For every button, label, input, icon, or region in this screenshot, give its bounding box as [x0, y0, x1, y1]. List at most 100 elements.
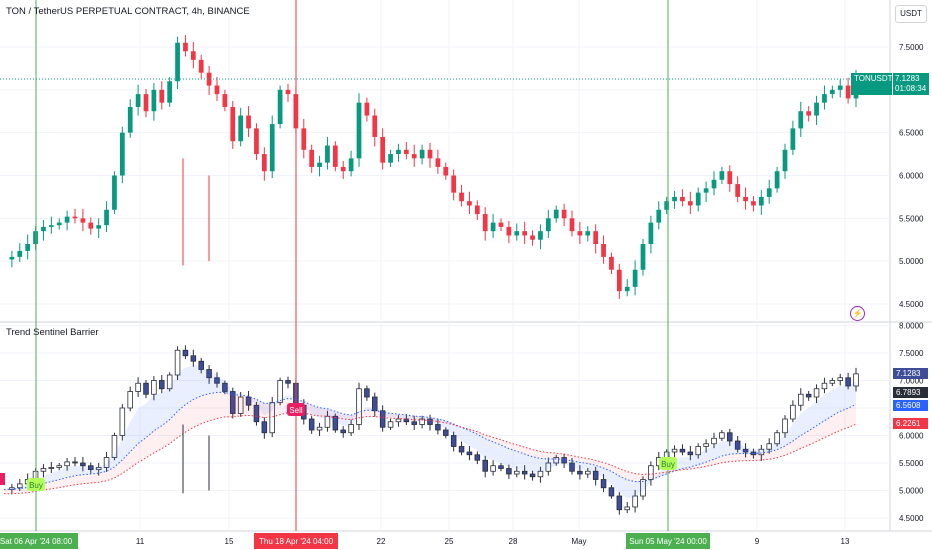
candle-body	[734, 440, 741, 450]
candle-body	[664, 201, 670, 210]
band-line-blue	[3, 391, 857, 490]
price-tick-label: 5.0000	[899, 257, 924, 266]
candle-body	[246, 115, 251, 129]
candle-body	[711, 437, 717, 445]
candle-body	[356, 102, 362, 159]
candle-body	[506, 226, 512, 236]
highlighted-time-label: Thu 18 Apr '24 04:00	[254, 533, 338, 549]
price-tick-label: 5.5000	[899, 214, 924, 223]
candle-body	[813, 388, 820, 398]
candle-body	[64, 216, 70, 223]
candle-body	[372, 115, 378, 137]
last-price-symbol-tag: TONUSDT.P	[851, 73, 899, 95]
indicator-tick-label: 4.5000	[899, 514, 924, 523]
candle-body	[679, 448, 686, 453]
candle-body	[530, 235, 535, 240]
candle-body	[309, 149, 315, 167]
candle-body	[735, 184, 741, 197]
candle-body	[687, 451, 694, 456]
candle-body	[845, 85, 851, 99]
candle-body	[577, 231, 583, 236]
candle-body	[829, 89, 835, 95]
candle-body	[80, 462, 86, 467]
candle-body	[411, 421, 417, 425]
candle-body	[253, 404, 260, 423]
candle-body	[601, 244, 606, 257]
candle-body	[166, 374, 173, 390]
price-tick-label: 4.5000	[899, 300, 924, 309]
price-tick-label: 7.5000	[899, 43, 924, 52]
candle-body	[498, 465, 504, 469]
candle-body	[758, 448, 765, 456]
candle-body	[837, 85, 843, 90]
candle-body	[427, 149, 433, 159]
candle-body	[80, 218, 86, 223]
candle-body	[111, 435, 118, 458]
candle-body	[387, 421, 394, 428]
candle-body	[648, 465, 654, 480]
candle-body	[853, 373, 859, 387]
candle-body	[490, 465, 496, 472]
candle-body	[159, 380, 165, 390]
candle-body	[585, 231, 591, 236]
time-label-bg	[254, 533, 338, 549]
candle-body	[672, 196, 677, 202]
candle-body	[514, 231, 520, 236]
candle-body	[269, 124, 275, 172]
candle-body	[845, 377, 851, 387]
candle-body	[569, 462, 575, 472]
candle-body	[466, 451, 473, 456]
candle-body	[600, 479, 607, 489]
candle-body	[648, 222, 654, 245]
candle-body	[790, 128, 796, 150]
lightning-icon[interactable]: ⚡	[850, 306, 865, 321]
indicator-title[interactable]: Trend Sentinel Barrier	[6, 327, 99, 338]
badge-value: 6.7893	[896, 388, 921, 397]
candle-body	[506, 468, 512, 475]
candle-body	[616, 269, 622, 292]
candle-body	[482, 214, 488, 232]
candle-body	[324, 415, 331, 428]
candle-body	[64, 461, 70, 467]
candle-body	[459, 192, 464, 202]
candle-body	[316, 426, 323, 431]
candle-body	[175, 42, 180, 82]
candle-body	[190, 355, 197, 362]
candle-body	[805, 393, 812, 398]
candle-body	[206, 369, 212, 379]
time-label-text: Thu 18 Apr '24 04:00	[259, 537, 334, 546]
candle-body	[230, 106, 236, 142]
candle-body	[687, 201, 693, 206]
candle-body	[237, 396, 244, 414]
candle-body	[624, 286, 630, 292]
indicator-badge-mid: 6.7893	[893, 387, 928, 398]
candle-body	[214, 377, 220, 384]
candle-body	[806, 111, 812, 116]
candle-body	[332, 415, 339, 431]
candle-body	[285, 380, 291, 384]
candle-body	[119, 407, 126, 436]
candle-body	[151, 89, 157, 112]
currency-button[interactable]: USDT	[895, 5, 927, 23]
candle-body	[379, 410, 386, 428]
signal-bg	[659, 457, 677, 470]
candle-body	[467, 201, 472, 206]
buy-signal-marker: Buy	[659, 457, 677, 470]
candle-body	[435, 158, 441, 167]
time-axis-label: 11	[136, 537, 145, 546]
highlighted-time-label: Sun 05 May '24 00:00	[626, 533, 710, 549]
candle-body	[403, 149, 409, 155]
candle-body	[159, 89, 165, 103]
time-label-text: Sun 05 May '24 00:00	[629, 537, 707, 546]
candle-body	[17, 250, 23, 257]
candle-body	[174, 349, 181, 376]
candle-body	[569, 218, 575, 232]
candle-body	[450, 435, 457, 447]
signal-label: Buy	[661, 460, 675, 469]
candle-body	[695, 446, 701, 456]
candle-body	[206, 72, 212, 86]
candle-body	[443, 429, 449, 436]
candle-body	[751, 201, 756, 206]
candle-body	[727, 432, 733, 442]
